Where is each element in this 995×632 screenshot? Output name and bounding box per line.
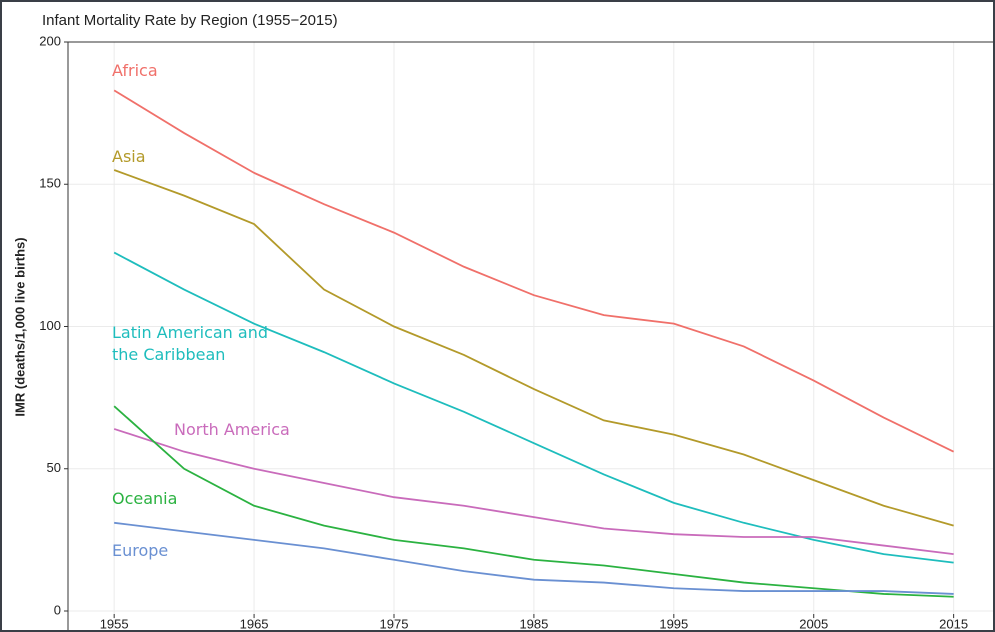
series-label: Oceania [112, 489, 178, 508]
series-line [113, 405, 954, 598]
series-line [113, 89, 955, 453]
y-tick-label: 100 [39, 318, 61, 333]
x-tick-label: 1965 [240, 616, 269, 631]
y-tick-label: 150 [39, 176, 61, 191]
series-label: North America [174, 420, 290, 439]
series-line [114, 521, 954, 595]
series-line [113, 251, 954, 564]
y-tick-label: 200 [39, 33, 61, 48]
series-line [113, 169, 954, 527]
x-tick-label: 1975 [380, 616, 409, 631]
x-tick-label: 1995 [659, 616, 688, 631]
series-label: Europe [112, 541, 169, 560]
y-tick-label: 50 [47, 460, 61, 475]
x-tick-label: 2015 [939, 616, 968, 631]
series-label: Latin American and the Caribbean [112, 323, 268, 364]
chart-title: Infant Mortality Rate by Region (1955−20… [42, 12, 338, 29]
y-axis-label: IMR (deaths/1,000 live births) [12, 237, 27, 416]
series-label: Asia [112, 147, 146, 166]
x-tick-label: 1985 [519, 616, 548, 631]
series-line [113, 428, 954, 555]
x-tick-label: 2005 [799, 616, 828, 631]
series-label: Africa [112, 61, 158, 80]
y-tick-label: 0 [54, 602, 61, 617]
x-tick-label: 1955 [100, 616, 129, 631]
